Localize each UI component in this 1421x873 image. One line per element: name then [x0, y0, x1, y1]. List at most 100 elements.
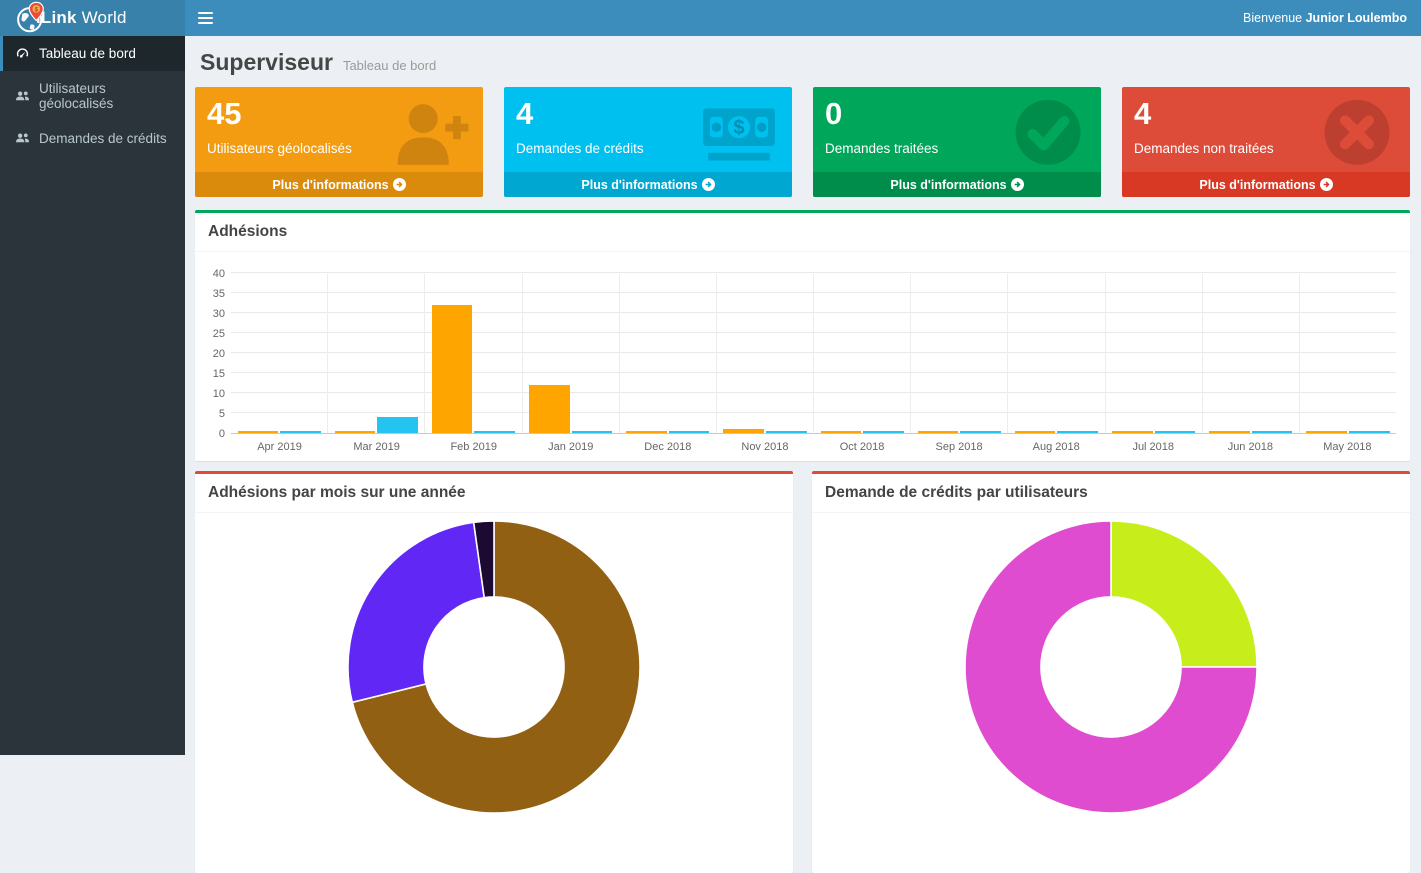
user-plus-icon: [387, 93, 473, 180]
card-demandes-traitees: 0 Demandes traitées Plus d'informations: [813, 87, 1101, 197]
more-info-label: Plus d'informations: [581, 177, 698, 192]
sidebar-item-label: Utilisateurs géolocalisés: [39, 81, 114, 111]
sidebar: Tableau de bord Utilisateurs géolocalisé…: [0, 36, 185, 755]
bar-group: [1008, 274, 1106, 433]
sidebar-item-tableau-de-bord[interactable]: Tableau de bord: [0, 36, 185, 71]
bar: [474, 431, 515, 433]
x-tick-label: Jan 2019: [548, 441, 594, 453]
brand-bold: iLink: [36, 8, 77, 27]
welcome-prefix: Bienvenue: [1243, 11, 1303, 25]
x-tick-label: Sep 2018: [935, 441, 983, 453]
more-info-link[interactable]: Plus d'informations: [504, 172, 792, 197]
more-info-label: Plus d'informations: [890, 177, 1007, 192]
sidebar-item-label: Tableau de bord: [39, 46, 136, 61]
bar: [280, 431, 321, 433]
bar: [334, 431, 376, 433]
donut-chart: [964, 520, 1258, 814]
x-tick-label: Jun 2018: [1227, 441, 1273, 453]
bar: [431, 305, 473, 433]
bar: [1209, 431, 1250, 433]
credits-donut-chart: [812, 513, 1410, 873]
bar: [765, 431, 807, 433]
x-tick-label: Nov 2018: [741, 441, 789, 453]
svg-text:$: $: [34, 6, 38, 13]
x-tick-label: Feb 2019: [450, 441, 497, 453]
sidebar-item-utilisateurs-geolocalises[interactable]: Utilisateurs géolocalisés: [0, 71, 185, 121]
adhesions-panel: Adhésions 0 5 10 15 20 25 30 35 40 Apr 2019 Mar 2…: [195, 210, 1410, 461]
bar-group: [328, 274, 426, 433]
x-tick-label: May 2018: [1323, 441, 1372, 453]
card-demandes-de-credits: $ 4 Demandes de crédits Plus d'informati…: [504, 87, 792, 197]
stat-cards-row: 45 Utilisateurs géolocalisés Plus d'info…: [195, 87, 1410, 197]
panel-title: Adhésions par mois sur une année: [208, 484, 466, 501]
card-value: 4: [516, 96, 534, 131]
page-header: Superviseur Tableau de bord: [195, 36, 1410, 87]
page-subtitle: Tableau de bord: [342, 58, 437, 73]
svg-text:$: $: [733, 116, 745, 139]
card-label: Demandes non traitées: [1134, 141, 1274, 157]
bar-group: [523, 274, 620, 433]
money-icon: $: [696, 93, 782, 180]
credits-donut-panel: Demande de crédits par utilisateurs: [812, 471, 1410, 873]
bar: [1348, 431, 1390, 433]
bar: [960, 431, 1001, 433]
x-tick-label: Apr 2019: [257, 441, 302, 453]
adhesions-donut-panel: Adhésions par mois sur une année: [195, 471, 793, 873]
bar: [1306, 431, 1347, 433]
bar: [571, 431, 613, 433]
more-info-link[interactable]: Plus d'informations: [1122, 172, 1410, 197]
bar-group: [717, 274, 815, 433]
donut-slice: [472, 520, 495, 599]
brand[interactable]: $ iLink World: [0, 0, 185, 36]
users-icon: [15, 133, 30, 143]
welcome-text: Bienvenue Junior Loulembo: [1243, 11, 1421, 25]
brand-rest: World: [76, 8, 127, 27]
bar: [917, 431, 959, 433]
more-info-label: Plus d'informations: [272, 177, 389, 192]
bar: [820, 431, 862, 433]
bar: [377, 417, 418, 433]
sidebar-item-demandes-de-credits[interactable]: Demandes de crédits: [0, 121, 185, 156]
donut-chart: [347, 520, 641, 814]
arrow-circle-right-icon: [1319, 178, 1333, 191]
bar: [1154, 431, 1196, 433]
bar-group: [814, 274, 912, 433]
bar-group: [1203, 274, 1300, 433]
card-value: 45: [207, 96, 242, 131]
bar-group: [911, 274, 1009, 433]
adhesions-donut-chart: [195, 513, 793, 873]
sidebar-toggle-icon[interactable]: [185, 0, 225, 36]
bar: [723, 429, 764, 433]
bar-group: [425, 274, 523, 433]
more-info-label: Plus d'informations: [1199, 177, 1316, 192]
card-value: 4: [1134, 96, 1152, 131]
panel-title: Demande de crédits par utilisateurs: [825, 484, 1088, 501]
y-axis: 0 5 10 15 20 25 30 35 40: [212, 268, 225, 440]
donut-slice: [347, 521, 486, 704]
x-axis-labels: Apr 2019 Mar 2019 Feb 2019 Jan 2019 Dec 2018…: [231, 434, 1396, 453]
x-tick-label: Jul 2018: [1132, 441, 1175, 453]
bar: [1057, 431, 1099, 433]
bar-group: [620, 274, 717, 433]
main-content: Superviseur Tableau de bord 45 Utilisate…: [185, 36, 1421, 873]
card-value: 0: [825, 96, 843, 131]
bar: [668, 431, 710, 433]
card-demandes-non-traitees: 4 Demandes non traitées Plus d'informati…: [1122, 87, 1410, 197]
top-navbar: $ iLink World Bienvenue Junior Loulembo: [0, 0, 1421, 36]
arrow-circle-right-icon: [392, 178, 406, 191]
card-utilisateurs-geolocalises: 45 Utilisateurs géolocalisés Plus d'info…: [195, 87, 483, 197]
bar: [1251, 431, 1293, 433]
more-info-link[interactable]: Plus d'informations: [195, 172, 483, 197]
arrow-circle-right-icon: [701, 178, 715, 191]
bar: [1014, 431, 1056, 433]
times-circle-icon: [1314, 93, 1400, 180]
users-icon: [15, 90, 30, 100]
x-tick-label: Aug 2018: [1032, 441, 1080, 453]
donut-slice: [1110, 520, 1258, 668]
panel-header: Adhésions par mois sur une année: [195, 474, 793, 513]
user-name: Junior Loulembo: [1305, 11, 1407, 25]
bar-group: [231, 274, 329, 433]
more-info-link[interactable]: Plus d'informations: [813, 172, 1101, 197]
x-tick-label: Oct 2018: [839, 441, 885, 453]
arrow-circle-right-icon: [1010, 178, 1024, 191]
